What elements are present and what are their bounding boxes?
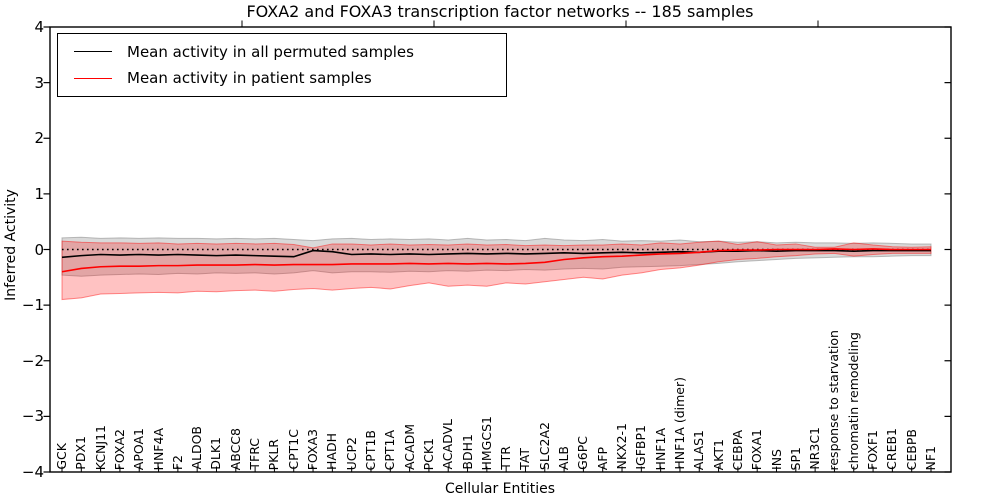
x-tick-label: PKLR [266, 438, 282, 470]
x-tick-label: F2 [169, 454, 185, 470]
x-tick-label: TAT [517, 448, 533, 470]
patient-line-swatch [74, 77, 112, 79]
y-tick-label: 2 [34, 129, 44, 148]
x-tick-label: response to starvation [826, 329, 842, 471]
x-tick-label: PCK1 [420, 437, 436, 470]
x-tick-label: FOXF1 [865, 430, 881, 470]
x-tick-label: ABCC8 [227, 427, 243, 470]
y-tick-label: −1 [21, 296, 44, 315]
x-tick-label: HNF1A [652, 427, 668, 470]
x-tick-label: FOXA2 [111, 428, 127, 470]
x-tick-label: SP1 [787, 446, 803, 470]
x-tick-label: SLC2A2 [536, 421, 552, 470]
y-tick-label: −4 [21, 463, 44, 481]
y-tick-label: −2 [21, 351, 44, 370]
x-tick-label: HMGCS1 [478, 415, 494, 471]
x-tick-label: HNF4A [150, 427, 166, 470]
x-tick-label: ALAS1 [691, 429, 707, 470]
x-tick-label: NKX2-1 [614, 423, 630, 470]
legend-label-patient: Mean activity in patient samples [127, 69, 372, 88]
legend-label-permuted: Mean activity in all permuted samples [127, 42, 414, 61]
x-tick-label: CPT1C [285, 429, 301, 470]
x-tick-label: DLK1 [208, 437, 224, 470]
legend-entry-permuted: Mean activity in all permuted samples [74, 43, 506, 61]
x-tick-label: IGFBP1 [633, 425, 649, 470]
x-tick-label: TFRC [247, 438, 263, 470]
x-tick-label: HNF1A (dimer) [671, 377, 687, 470]
x-tick-label: G6PC [575, 436, 591, 470]
x-tick-label: TTR [498, 446, 514, 470]
x-tick-label: NF1 [923, 445, 938, 471]
x-tick-label: PDX1 [73, 436, 89, 470]
x-tick-label: FOXA1 [749, 428, 765, 470]
x-tick-label: HADH [324, 433, 340, 470]
x-tick-label: ALB [556, 445, 572, 470]
x-tick-label: AKT1 [710, 438, 726, 470]
x-tick-label: GCK [54, 443, 69, 470]
x-tick-label: INS [768, 449, 784, 470]
x-tick-label: APOA1 [131, 427, 147, 470]
y-tick-label: 3 [34, 73, 44, 92]
x-tick-label: NR3C1 [807, 427, 823, 470]
x-tick-label: CREB1 [884, 428, 900, 470]
x-tick-label: CPT1B [362, 429, 378, 470]
x-tick-label: CEBPB [903, 428, 919, 470]
y-tick-label: −3 [21, 407, 44, 426]
x-tick-label: ALDOB [189, 426, 205, 470]
x-axis-label: Cellular Entities [444, 481, 556, 497]
x-tick-label: BDH1 [459, 434, 475, 470]
x-tick-label: KCNJ11 [92, 424, 108, 470]
legend: Mean activity in all permuted samples Me… [57, 33, 507, 97]
y-tick-label: 4 [34, 18, 44, 36]
y-tick-label: 0 [34, 240, 44, 259]
x-tick-label: FOXA3 [305, 428, 321, 470]
x-tick-label: CEBPA [729, 429, 745, 471]
y-tick-label: 1 [34, 184, 44, 203]
chart-title: FOXA2 and FOXA3 transcription factor net… [246, 2, 754, 21]
x-tick-label: CPT1A [382, 429, 398, 470]
x-tick-label: chromatin remodeling [845, 331, 861, 470]
permuted-line-swatch [74, 51, 112, 53]
x-tick-label: AFP [594, 446, 610, 470]
legend-entry-patient: Mean activity in patient samples [74, 69, 506, 87]
x-tick-label: UCP2 [343, 436, 359, 470]
x-tick-label: ACADVL [440, 419, 456, 470]
x-tick-label: ACADM [401, 423, 417, 470]
